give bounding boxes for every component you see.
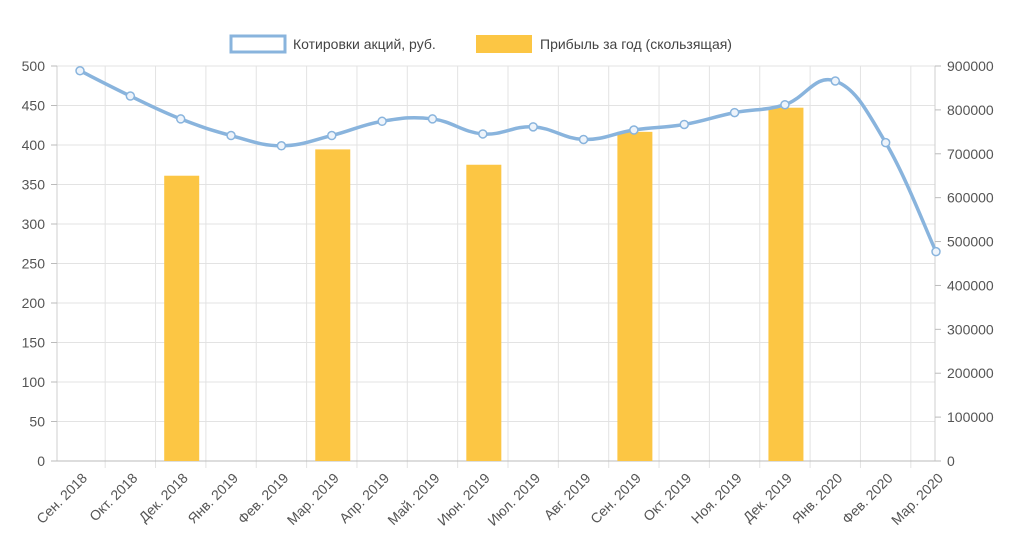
left-tick-label: 100 xyxy=(22,374,46,390)
right-axis: 0 100000 200000 300000 400000 500000 600000 700… xyxy=(935,58,994,469)
right-tick-label: 100000 xyxy=(947,409,994,425)
left-tick-label: 150 xyxy=(22,335,46,351)
price-point xyxy=(75,65,85,76)
right-tick-label: 300000 xyxy=(947,321,994,337)
right-tick-label: 700000 xyxy=(947,146,994,162)
x-tick-label: Янв. 2020 xyxy=(789,470,846,527)
price-point xyxy=(830,76,841,86)
left-axis: 0 50 100 150 200 250 300 350 400 450 500 xyxy=(22,58,57,469)
right-tick-label: 0 xyxy=(947,453,955,469)
x-tick-label: Май. 2019 xyxy=(384,470,442,528)
left-tick-label: 300 xyxy=(22,216,46,232)
right-tick-label: 500000 xyxy=(947,234,994,250)
price-point xyxy=(276,141,287,151)
left-tick-label: 250 xyxy=(22,256,46,272)
right-tick-label: 800000 xyxy=(947,102,994,118)
x-tick-label: Июл. 2019 xyxy=(484,470,543,529)
x-tick-label: Июн. 2019 xyxy=(434,470,493,529)
profit-bars xyxy=(164,107,804,462)
x-tick-label: Мар. 2019 xyxy=(284,470,342,528)
price-point xyxy=(780,99,790,110)
left-tick-label: 350 xyxy=(22,177,46,193)
x-tick-label: Окт. 2018 xyxy=(86,470,141,525)
price-point xyxy=(528,122,538,132)
profit-bar xyxy=(617,131,653,462)
left-tick-label: 0 xyxy=(37,453,45,469)
left-tick-label: 450 xyxy=(22,98,46,114)
x-tick-label: Фев. 2020 xyxy=(839,470,896,527)
x-tick-label: Дек. 2019 xyxy=(740,470,796,526)
price-point xyxy=(226,130,236,141)
x-tick-label: Ноя. 2019 xyxy=(688,470,745,527)
profit-bar xyxy=(768,107,804,461)
profit-bar xyxy=(466,164,502,461)
left-tick-label: 200 xyxy=(22,295,46,311)
right-tick-label: 200000 xyxy=(947,365,994,381)
x-tick-label: Сен. 2019 xyxy=(587,470,644,527)
x-tick-label: Окт. 2019 xyxy=(640,470,695,525)
price-point xyxy=(931,246,941,257)
legend-label-profit: Прибыль за год (скользящая) xyxy=(540,36,732,52)
left-tick-label: 50 xyxy=(29,414,45,430)
x-tick-label: Сен. 2018 xyxy=(33,470,90,527)
price-point xyxy=(377,116,387,127)
price-point xyxy=(427,114,438,124)
right-tick-label: 900000 xyxy=(947,58,994,74)
left-tick-label: 500 xyxy=(22,58,46,74)
x-tick-label: Авг. 2019 xyxy=(541,470,594,523)
price-point xyxy=(327,130,337,141)
legend-swatch-price xyxy=(229,34,287,54)
legend-label-price: Котировки акций, руб. xyxy=(293,36,436,52)
price-point xyxy=(629,125,639,135)
price-point xyxy=(578,134,589,145)
price-point xyxy=(478,129,488,139)
price-point xyxy=(729,107,740,118)
right-tick-label: 600000 xyxy=(947,190,994,206)
x-tick-label: Дек. 2018 xyxy=(135,470,191,526)
price-point xyxy=(679,119,689,130)
legend: Котировки акций, руб. Прибыль за год (ск… xyxy=(229,34,732,54)
x-tick-label: Мар. 2020 xyxy=(888,470,946,528)
left-tick-label: 400 xyxy=(22,137,46,153)
legend-swatch-profit xyxy=(476,35,532,53)
x-tick-label: Фев. 2019 xyxy=(234,470,291,527)
price-point xyxy=(880,137,891,148)
right-tick-label: 400000 xyxy=(947,277,994,293)
profit-bar xyxy=(164,175,200,461)
profit-bar xyxy=(315,149,351,461)
price-point xyxy=(175,114,186,124)
price-point xyxy=(125,91,136,101)
price-line xyxy=(75,65,941,257)
x-tick-label: Янв. 2019 xyxy=(184,470,241,527)
